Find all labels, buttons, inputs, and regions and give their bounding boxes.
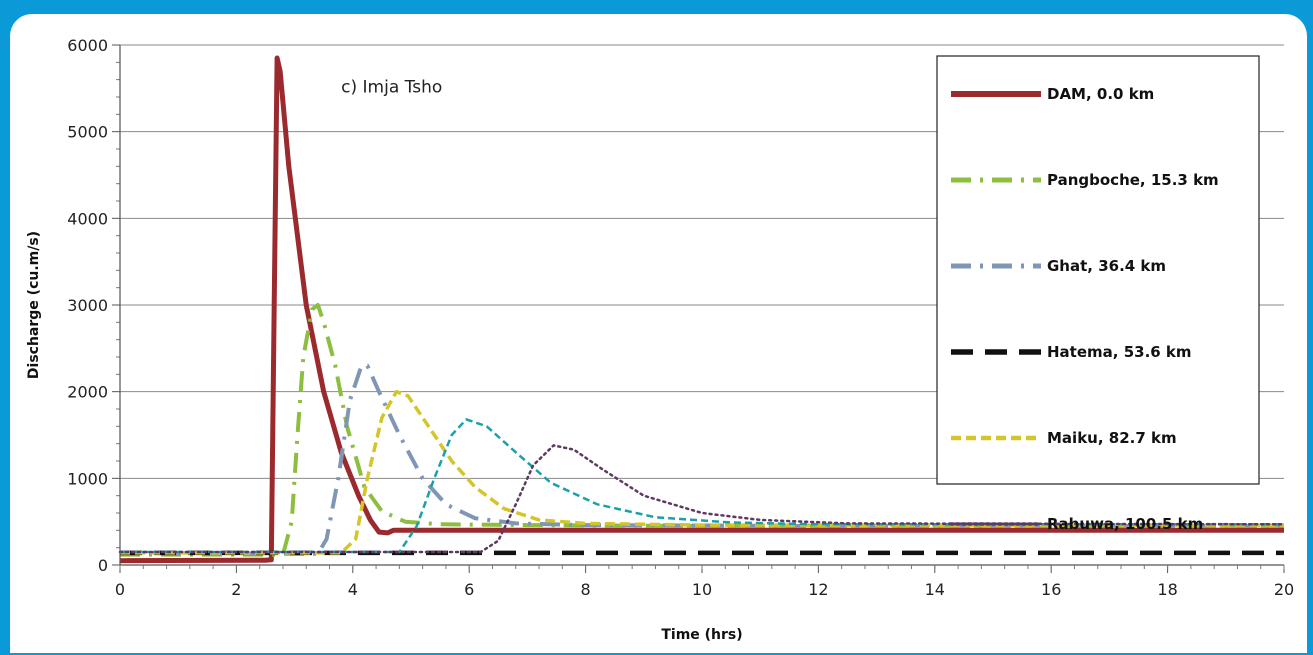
legend-label: DAM, 0.0 km [1047, 85, 1154, 103]
series-line-5 [120, 418, 1284, 554]
y-tick-label: 4000 [67, 209, 108, 228]
chart-annotation: c) Imja Tsho [341, 78, 442, 98]
series-line-0 [119, 55, 1284, 564]
x-tick-label: 12 [808, 580, 828, 599]
series-line-6 [118, 444, 1286, 554]
x-tick-label: 2 [231, 580, 241, 599]
x-tick-label: 16 [1041, 580, 1061, 599]
y-tick-label: 2000 [67, 383, 108, 402]
x-tick-label: 8 [581, 580, 591, 599]
x-tick-label: 18 [1157, 580, 1177, 599]
x-tick-label: 4 [348, 580, 358, 599]
y-tick-label: 1000 [67, 469, 108, 488]
legend-label: Maiku, 82.7 km [1047, 429, 1177, 447]
y-tick-label: 6000 [67, 36, 108, 55]
y-tick-label: 5000 [67, 123, 108, 142]
legend-box [936, 55, 1260, 485]
chart-frame: 0 1000 2000 3000 4000 5000 6000 0 2 4 6 8 10 12 14 16 18… [10, 14, 1307, 653]
y-axis-title: Discharge (cu.m/s) [26, 231, 42, 379]
legend-label: Ghat, 36.4 km [1047, 257, 1166, 275]
legend-label: Rabuwa, 100.5 km [1047, 515, 1203, 533]
series-line-1 [120, 303, 1284, 557]
x-tick-label: 0 [115, 580, 125, 599]
x-tick-label: 10 [692, 580, 712, 599]
x-tick-label: 14 [925, 580, 945, 599]
y-tick-label: 3000 [67, 296, 108, 315]
series-line-4 [120, 389, 1284, 555]
x-axis-title: Time (hrs) [661, 627, 742, 643]
y-tick-label: 0 [98, 556, 108, 575]
x-tick-label: 20 [1274, 580, 1294, 599]
x-tick-label: 6 [464, 580, 474, 599]
discharge-chart: 0 1000 2000 3000 4000 5000 6000 0 2 4 6 8 10 12 14 16 18… [26, 36, 1294, 643]
legend: DAM, 0.0 km Pangboche, 15.3 km Ghat, 36.4 … [936, 55, 1260, 533]
legend-label: Hatema, 53.6 km [1047, 343, 1192, 361]
series-line-2 [120, 363, 1284, 556]
legend-label: Pangboche, 15.3 km [1047, 171, 1219, 189]
